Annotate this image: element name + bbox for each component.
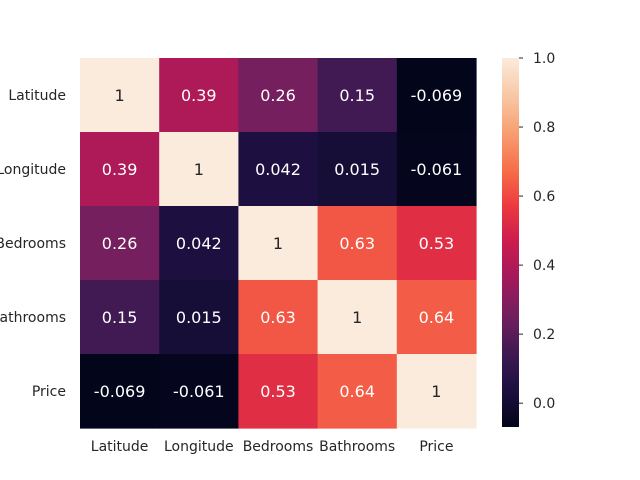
heatmap-cell (396, 58, 477, 133)
cell-annotation: 1 (115, 86, 125, 105)
heatmap-cell (159, 58, 239, 133)
cell-annotation: 1 (431, 382, 441, 401)
cell-annotation: 1 (273, 234, 283, 253)
heatmap-cell (238, 354, 319, 429)
heatmap-cell (80, 132, 160, 207)
cell-annotation: 0.64 (419, 308, 455, 327)
cell-annotation: 0.015 (334, 160, 380, 179)
colorbar-tick-label: 0.8 (533, 120, 555, 136)
heatmap-cell (159, 206, 239, 281)
x-tick-label: Bathrooms (319, 439, 395, 455)
cell-annotation: -0.061 (411, 160, 463, 179)
cell-annotation: 1 (352, 308, 362, 327)
heatmap-cell (80, 280, 160, 355)
heatmap-cell (317, 132, 398, 207)
heatmap-cell (317, 206, 398, 281)
colorbar-tick-label: 1.0 (533, 51, 555, 67)
y-axis-tick-labels: Latitude Longitude Bedrooms Bathrooms Price (0, 88, 66, 400)
heatmap-cell (159, 132, 239, 207)
heatmap-cell (80, 58, 160, 133)
x-tick-label: Latitude (91, 439, 149, 455)
cell-annotation: 0.63 (339, 234, 375, 253)
heatmap-cell (238, 206, 319, 281)
heatmap-cells (80, 58, 477, 429)
heatmap-cell (80, 206, 160, 281)
cell-annotation: -0.069 (94, 382, 146, 401)
y-tick-label: Latitude (8, 88, 66, 104)
cell-annotation: 0.042 (176, 234, 222, 253)
heatmap-cell (317, 354, 398, 429)
x-tick-label: Price (419, 439, 453, 455)
cell-annotation: 0.39 (102, 160, 138, 179)
cell-annotation: 0.26 (102, 234, 138, 253)
heatmap-cell (80, 354, 160, 429)
cell-annotation: 0.63 (260, 308, 296, 327)
heatmap-cell (159, 354, 239, 429)
cell-annotation: -0.061 (173, 382, 225, 401)
colorbar-tick-label: 0.4 (533, 258, 555, 274)
x-axis-tick-labels: Latitude Longitude Bedrooms Bathrooms Price (91, 439, 454, 455)
heatmap-cell (396, 132, 477, 207)
colorbar-tick-label: 0.6 (533, 189, 555, 205)
colorbar-gradient (502, 58, 519, 427)
cell-annotation: -0.069 (411, 86, 463, 105)
y-tick-label: Longitude (0, 162, 66, 178)
cell-annotation: 0.015 (176, 308, 222, 327)
cell-annotation: 0.39 (181, 86, 217, 105)
y-tick-label: Price (32, 384, 66, 400)
cell-annotations: 1 0.39 0.26 0.15 -0.069 0.39 1 0.042 0.015 -0.061… (94, 86, 462, 401)
heatmap-cell (317, 280, 398, 355)
cell-annotation: 0.15 (339, 86, 375, 105)
cell-annotation: 1 (194, 160, 204, 179)
x-tick-label: Bedrooms (243, 439, 314, 455)
cell-annotation: 0.042 (255, 160, 301, 179)
cell-annotation: 0.15 (102, 308, 138, 327)
heatmap-cell (159, 280, 239, 355)
heatmap-cell (396, 354, 477, 429)
heatmap-cell (238, 280, 319, 355)
y-tick-label: Bathrooms (0, 310, 66, 326)
colorbar: 0.0 0.2 0.4 0.6 0.8 1.0 (502, 51, 555, 427)
heatmap-cell (238, 58, 319, 133)
cell-annotation: 0.53 (260, 382, 296, 401)
heatmap-cell (396, 206, 477, 281)
cell-annotation: 0.26 (260, 86, 296, 105)
colorbar-tick-label: 0.2 (533, 327, 555, 343)
heatmap-cell (396, 280, 477, 355)
heatmap-cell (238, 132, 319, 207)
y-tick-label: Bedrooms (0, 236, 66, 252)
cell-annotation: 0.53 (419, 234, 455, 253)
x-tick-label: Longitude (164, 439, 234, 455)
colorbar-tick-label: 0.0 (533, 396, 555, 412)
cell-annotation: 0.64 (339, 382, 375, 401)
heatmap-cell (317, 58, 398, 133)
